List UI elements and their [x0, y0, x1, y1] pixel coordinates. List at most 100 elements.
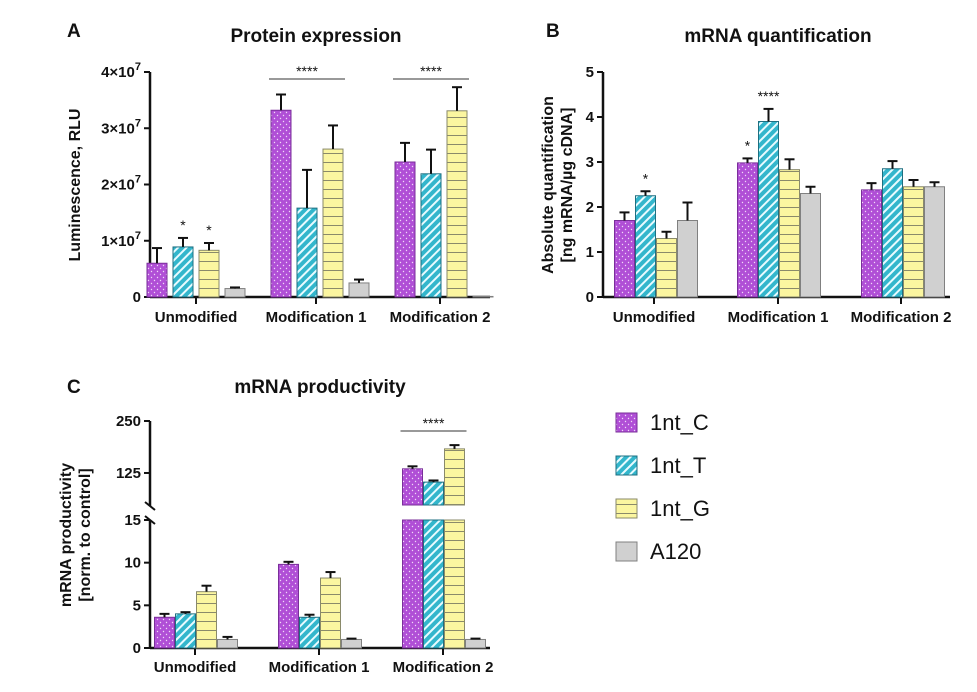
bar-1nt_G — [322, 148, 344, 298]
bar-1nt_T — [635, 195, 656, 298]
bar-A120 — [472, 295, 494, 298]
panel-c-chart: 0 5 10 15 125 250 mRNA productivity [norm. to c… — [58, 413, 493, 676]
y-tick-label: 1×107 — [101, 230, 141, 250]
y-tick-label: 3 — [586, 154, 594, 171]
legend-swatch-A120 — [615, 541, 638, 562]
legend-label: A120 — [650, 539, 701, 564]
y-tick-label-exponent: 7 — [135, 61, 141, 73]
panel-a-letter: A — [67, 21, 81, 42]
y-tick-label-exponent: 7 — [135, 230, 141, 242]
bar-A120 — [348, 282, 370, 298]
significance-label: **** — [420, 63, 442, 79]
x-tick-label: Modification 1 — [266, 309, 367, 326]
y-axis-label: [ng mRNA/µg cDNA] — [559, 108, 576, 263]
bar-A120 — [677, 220, 698, 298]
bar-A120 — [924, 186, 945, 298]
bar-1nt_G-upper — [444, 448, 465, 506]
panel-a-title: Protein expression — [230, 26, 401, 47]
bar-1nt_C — [146, 262, 168, 298]
significance-label: **** — [423, 415, 445, 431]
significance-label: **** — [758, 88, 780, 104]
x-tick-label: Modification 1 — [269, 659, 370, 676]
bar-1nt_T — [882, 168, 903, 298]
bar-1nt_C — [278, 563, 299, 649]
legend: 1nt_C 1nt_T 1nt_G A120 — [615, 410, 710, 564]
bar-1nt_G — [446, 110, 468, 298]
bar-1nt_C — [394, 161, 416, 298]
bar-1nt_C — [861, 189, 882, 298]
bar-1nt_G — [656, 238, 677, 298]
legend-label: 1nt_T — [650, 453, 706, 478]
x-tick-label: Modification 2 — [390, 309, 491, 326]
significance-label: * — [206, 222, 212, 238]
bar-A120 — [341, 638, 362, 649]
y-tick-label: 4 — [586, 109, 595, 126]
y-tick-label: 125 — [116, 465, 141, 482]
y-tick-label: 15 — [124, 512, 141, 529]
x-tick-label: Modification 2 — [393, 659, 494, 676]
legend-swatch-1nt_T — [615, 455, 638, 476]
bar-1nt_T — [296, 207, 318, 298]
panel-b-title: mRNA quantification — [684, 26, 871, 47]
y-tick-label-mantissa: 3×10 — [101, 120, 135, 137]
bar-1nt_C — [737, 162, 758, 298]
legend-swatch-1nt_C — [615, 412, 638, 433]
bar-1nt_G — [903, 186, 924, 298]
bar-1nt_C-upper — [402, 468, 423, 506]
y-tick-label: 250 — [116, 413, 141, 430]
bar-1nt_C-lower — [402, 519, 423, 649]
legend-swatch-1nt_G — [615, 498, 638, 519]
y-tick-label: 10 — [124, 555, 141, 572]
bar-A120 — [217, 638, 238, 649]
y-tick-label: 3×107 — [101, 117, 141, 137]
bar-1nt_C — [614, 220, 635, 298]
bar-A120 — [224, 288, 246, 298]
axis-break-mark — [144, 501, 156, 511]
y-axis-label: Luminescence, RLU — [67, 109, 84, 262]
y-tick-label: 5 — [133, 597, 141, 614]
y-tick-label: 0 — [133, 640, 141, 657]
bar-1nt_C — [270, 109, 292, 298]
legend-label: 1nt_C — [650, 410, 709, 435]
bar-1nt_T-lower — [423, 519, 444, 649]
significance-label: * — [180, 217, 186, 233]
x-tick-label: Unmodified — [154, 659, 237, 676]
significance-label: **** — [296, 63, 318, 79]
panel-b-chart: 0 1 2 3 4 5 Absolute quantification [ng mRNA/µg… — [540, 64, 951, 326]
bar-1nt_G-lower — [444, 519, 465, 649]
bar-1nt_T — [420, 173, 442, 298]
y-tick-label-mantissa: 4×10 — [101, 64, 135, 81]
x-tick-label: Unmodified — [155, 309, 238, 326]
y-tick-label-mantissa: 2×10 — [101, 177, 135, 194]
y-tick-label: 1 — [586, 244, 594, 261]
y-tick-label: 2×107 — [101, 174, 141, 194]
bar-A120 — [465, 638, 486, 649]
y-tick-label: 2 — [586, 199, 594, 216]
y-axis-label: mRNA productivity — [58, 463, 75, 607]
y-axis-label: Absolute quantification — [540, 96, 557, 274]
bar-1nt_G — [196, 591, 217, 649]
bar-1nt_G — [198, 249, 220, 298]
bar-1nt_T — [172, 246, 194, 298]
bar-1nt_C — [154, 616, 175, 649]
bar-1nt_T-upper — [423, 481, 444, 506]
significance-label: * — [643, 170, 649, 186]
y-tick-label: 0 — [133, 289, 141, 306]
legend-label: 1nt_G — [650, 496, 710, 521]
y-tick-label-mantissa: 1×10 — [101, 233, 135, 250]
x-tick-label: Unmodified — [613, 309, 696, 326]
panel-c-letter: C — [67, 377, 81, 398]
bar-A120 — [800, 193, 821, 298]
panel-c-title: mRNA productivity — [234, 377, 406, 398]
y-tick-label: 5 — [586, 64, 594, 81]
y-tick-label-exponent: 7 — [135, 117, 141, 129]
y-tick-label-exponent: 7 — [135, 174, 141, 186]
bar-1nt_T — [175, 613, 196, 649]
y-axis-label: [norm. to control] — [77, 468, 94, 601]
bar-1nt_T — [299, 616, 320, 649]
x-tick-label: Modification 1 — [728, 309, 829, 326]
x-tick-label: Modification 2 — [851, 309, 952, 326]
bar-1nt_T — [758, 121, 779, 298]
